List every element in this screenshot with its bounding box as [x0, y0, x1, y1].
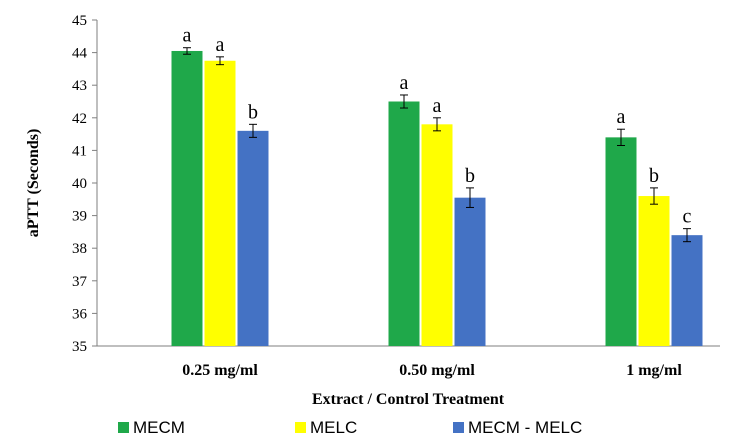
significance-letter: a — [400, 72, 409, 94]
legend-label: MECM - MELC — [468, 418, 582, 437]
bar — [454, 197, 486, 346]
x-axis-title: Extract / Control Treatment — [312, 391, 505, 408]
y-tick-label: 40 — [72, 176, 87, 192]
bar — [605, 137, 637, 346]
y-tick-label: 36 — [72, 306, 88, 322]
y-tick-label: 38 — [72, 241, 87, 257]
y-tick-label: 35 — [72, 339, 87, 355]
significance-letter: b — [465, 165, 475, 187]
significance-letter: c — [683, 206, 692, 228]
x-tick-label: 0.25 mg/ml — [182, 362, 258, 379]
legend-swatch — [295, 422, 306, 433]
bar — [671, 235, 703, 346]
legend-label: MECM — [133, 418, 185, 437]
bar — [171, 50, 203, 346]
y-tick-label: 37 — [72, 274, 88, 290]
bar — [638, 196, 670, 346]
y-tick-label: 41 — [72, 143, 87, 159]
significance-letter: b — [649, 165, 659, 187]
significance-letter: a — [216, 34, 225, 56]
legend-label: MELC — [310, 418, 357, 437]
x-tick-label: 1 mg/ml — [626, 362, 682, 379]
significance-letter: a — [617, 106, 626, 128]
significance-letter: a — [183, 25, 192, 47]
legend-swatch — [453, 422, 464, 433]
y-axis-title: aPTT (Seconds) — [25, 129, 42, 238]
significance-letter: a — [433, 95, 442, 117]
bar — [388, 101, 420, 346]
x-tick-label: 0.50 mg/ml — [399, 362, 475, 379]
bar — [204, 60, 236, 346]
y-tick-label: 39 — [72, 209, 87, 225]
y-tick-label: 43 — [72, 78, 87, 94]
legend-swatch — [118, 422, 129, 433]
y-tick-label: 42 — [72, 111, 87, 127]
bar — [237, 130, 269, 346]
y-tick-label: 45 — [72, 13, 87, 29]
y-tick-label: 44 — [72, 46, 88, 62]
significance-letter: b — [248, 101, 258, 123]
bar — [421, 124, 453, 346]
